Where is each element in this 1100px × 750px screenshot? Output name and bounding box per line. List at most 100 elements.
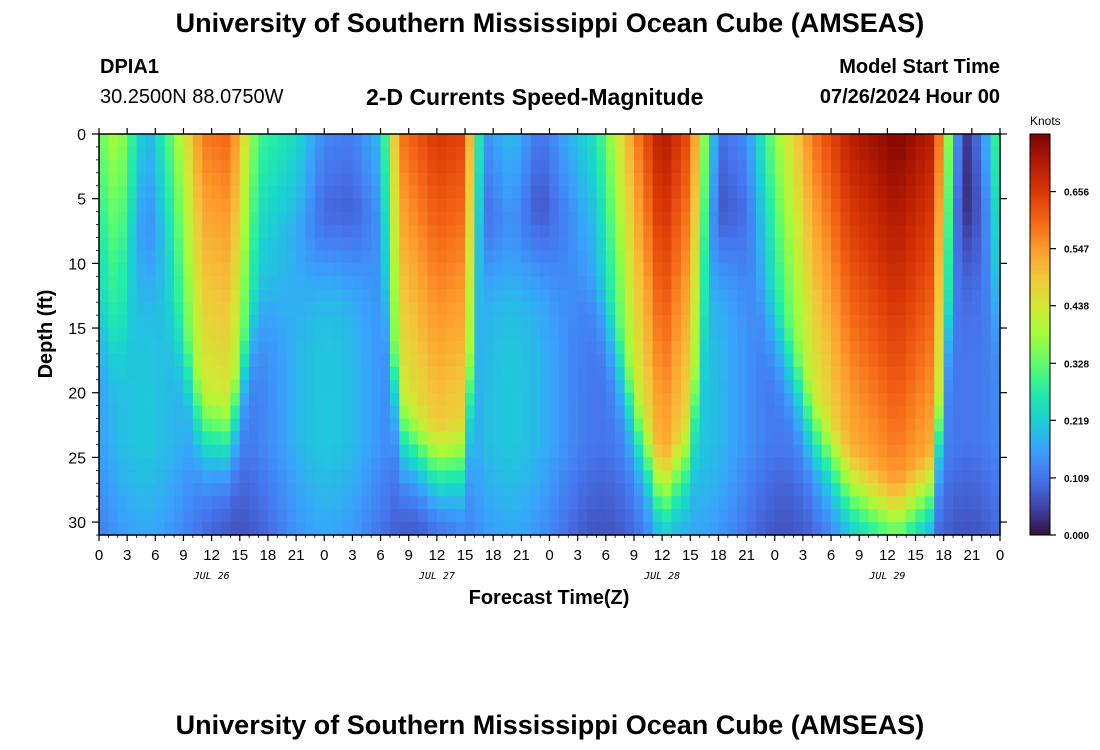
- heatmap-cell: [380, 302, 391, 316]
- heatmap-cell: [558, 496, 569, 510]
- heatmap-cell: [258, 522, 269, 536]
- heatmap-cell: [333, 522, 344, 536]
- heatmap-cell: [211, 379, 222, 394]
- heatmap-cell: [324, 340, 335, 355]
- heatmap-cell: [136, 263, 147, 277]
- heatmap-cell: [568, 237, 579, 252]
- heatmap-cell: [136, 237, 147, 252]
- heatmap-cell: [540, 496, 551, 510]
- heatmap-cell: [737, 289, 748, 303]
- heatmap-cell: [230, 146, 241, 161]
- heatmap-cell: [418, 328, 429, 342]
- heatmap-cell: [953, 276, 964, 290]
- heatmap-cell: [427, 172, 438, 187]
- heatmap-cell: [136, 379, 147, 394]
- heatmap-cell: [802, 289, 813, 303]
- heatmap-cell: [990, 405, 1001, 420]
- heatmap-cell: [755, 185, 766, 200]
- heatmap-cell: [117, 250, 128, 264]
- heatmap-cell: [192, 509, 203, 523]
- heatmap-cell: [427, 328, 438, 342]
- heatmap-cell: [718, 146, 729, 161]
- heatmap-cell: [117, 405, 128, 420]
- heatmap-cell: [859, 405, 870, 420]
- heatmap-cell: [211, 522, 222, 536]
- heatmap-cell: [906, 302, 917, 316]
- heatmap-cell: [286, 431, 297, 446]
- heatmap-cell: [352, 302, 363, 316]
- heatmap-cell: [877, 263, 888, 277]
- heatmap-cell: [990, 237, 1001, 252]
- heatmap-cell: [887, 198, 898, 213]
- heatmap-cell: [990, 146, 1001, 161]
- heatmap-cell: [493, 289, 504, 303]
- heatmap-cell: [371, 302, 382, 316]
- heatmap-cell: [906, 134, 917, 148]
- heatmap-cell: [249, 237, 260, 252]
- heatmap-cell: [408, 483, 419, 497]
- heatmap-cell: [924, 263, 935, 277]
- heatmap-cell: [343, 431, 354, 446]
- heatmap-cell: [793, 211, 804, 226]
- heatmap-cell: [643, 159, 654, 174]
- heatmap-cell: [474, 134, 485, 148]
- heatmap-cell: [258, 457, 269, 471]
- heatmap-cell: [540, 470, 551, 484]
- heatmap-cell: [493, 496, 504, 510]
- heatmap-cell: [202, 431, 213, 446]
- heatmap-cell: [277, 198, 288, 213]
- heatmap-cell: [380, 418, 391, 433]
- heatmap-cell: [765, 315, 776, 329]
- heatmap-cell: [737, 392, 748, 407]
- heatmap-cell: [624, 379, 635, 394]
- heatmap-cell: [324, 211, 335, 226]
- heatmap-cell: [108, 457, 119, 471]
- heatmap-cell: [249, 315, 260, 329]
- heatmap-cell: [267, 263, 278, 277]
- heatmap-cell: [249, 263, 260, 277]
- heatmap-cell: [164, 250, 175, 264]
- heatmap-cell: [380, 328, 391, 342]
- heatmap-cell: [859, 496, 870, 510]
- heatmap-cell: [859, 379, 870, 394]
- heatmap-cell: [286, 289, 297, 303]
- heatmap-cell: [587, 185, 598, 200]
- heatmap-cell: [615, 470, 626, 484]
- heatmap-cell: [474, 483, 485, 497]
- heatmap-cell: [521, 134, 532, 148]
- heatmap-cell: [793, 289, 804, 303]
- heatmap-cell: [662, 263, 673, 277]
- heatmap-cell: [737, 470, 748, 484]
- heatmap-cell: [831, 522, 842, 536]
- heatmap-cell: [615, 457, 626, 471]
- heatmap-cell: [408, 146, 419, 161]
- heatmap-cell: [652, 431, 663, 446]
- heatmap-cell: [587, 159, 598, 174]
- heatmap-cell: [746, 392, 757, 407]
- heatmap-cell: [896, 211, 907, 226]
- heatmap-cell: [155, 276, 166, 290]
- heatmap-cell: [840, 224, 851, 239]
- heatmap-cell: [389, 392, 400, 407]
- heatmap-cell: [446, 483, 457, 497]
- heatmap-cell: [887, 237, 898, 252]
- heatmap-cell: [183, 159, 194, 174]
- heatmap-cell: [333, 418, 344, 433]
- heatmap-cell: [145, 159, 156, 174]
- heatmap-cell: [906, 366, 917, 381]
- heatmap-cell: [596, 198, 607, 213]
- heatmap-cell: [718, 392, 729, 407]
- heatmap-cell: [511, 457, 522, 471]
- heatmap-cell: [727, 211, 738, 226]
- heatmap-cell: [962, 211, 973, 226]
- heatmap-cell: [136, 470, 147, 484]
- heatmap-cell: [286, 198, 297, 213]
- heatmap-cell: [164, 159, 175, 174]
- heatmap-cell: [915, 146, 926, 161]
- heatmap-cell: [802, 134, 813, 148]
- heatmap-cell: [371, 418, 382, 433]
- heatmap-cell: [924, 379, 935, 394]
- heatmap-cell: [99, 470, 109, 484]
- x-tick-label: 18: [935, 547, 952, 564]
- heatmap-cell: [296, 198, 307, 213]
